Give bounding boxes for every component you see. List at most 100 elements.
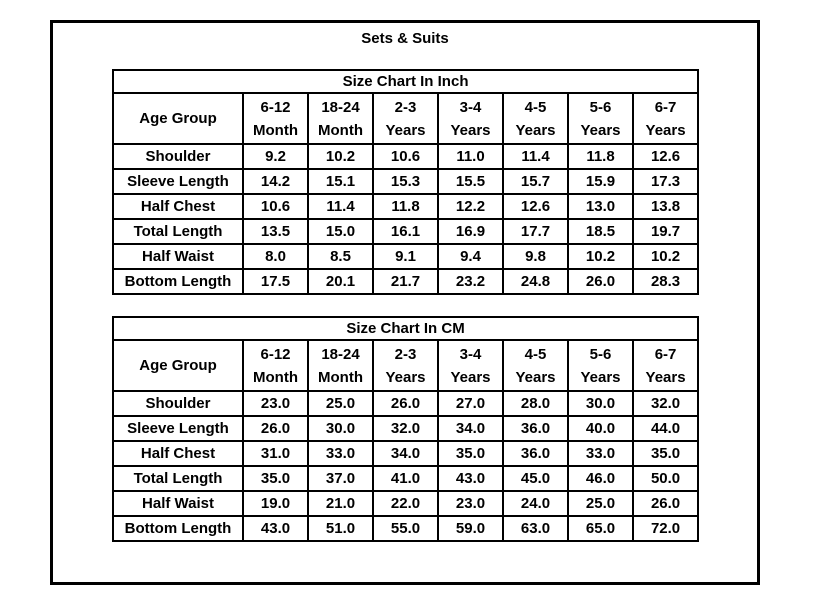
page-title: Sets & Suits <box>361 30 449 47</box>
table-row: Bottom Length 43.0 51.0 55.0 59.0 63.0 65.0 72.… <box>112 515 700 542</box>
table-cell: 37.0 <box>307 465 374 492</box>
table-cell: 32.0 <box>372 415 439 442</box>
table-row: Half Chest 10.6 11.4 11.8 12.2 12.6 13.0 13.8 <box>112 193 700 220</box>
table-cell: 34.0 <box>437 415 504 442</box>
table-cell: 45.0 <box>502 465 569 492</box>
table-row: Total Length 13.5 15.0 16.1 16.9 17.7 18.5 19.7 <box>112 218 700 245</box>
table-cell: 21.0 <box>307 490 374 517</box>
column-header-range: 5-6 <box>589 345 612 363</box>
table-cell: 25.0 <box>307 390 374 417</box>
column-header-range: 6-12 <box>260 98 291 116</box>
table-cell: 8.5 <box>307 243 374 270</box>
table-cell: 59.0 <box>437 515 504 542</box>
table-cell: 13.5 <box>242 218 309 245</box>
row-label: Half Chest <box>112 193 244 220</box>
table-row: Bottom Length 17.5 20.1 21.7 23.2 24.8 26.0 28.… <box>112 268 700 295</box>
table-cell: 24.8 <box>502 268 569 295</box>
column-header: 3-4 Years <box>437 339 504 392</box>
row-label: Half Chest <box>112 440 244 467</box>
table-cell: 22.0 <box>372 490 439 517</box>
table-cell: 51.0 <box>307 515 374 542</box>
column-header-unit: Years <box>580 121 621 139</box>
column-header-unit: Month <box>318 121 363 139</box>
table-cell: 10.2 <box>307 143 374 170</box>
column-header-unit: Years <box>385 121 426 139</box>
column-header-range: 2-3 <box>394 98 417 116</box>
table-cell: 41.0 <box>372 465 439 492</box>
table-row: Total Length 35.0 37.0 41.0 43.0 45.0 46.0 50.0 <box>112 465 700 492</box>
column-header: 18-24 Month <box>307 339 374 392</box>
table-cell: 26.0 <box>567 268 634 295</box>
column-header-unit: Years <box>450 368 491 386</box>
column-header: 6-12 Month <box>242 92 309 145</box>
table-cell: 40.0 <box>567 415 634 442</box>
table-cell: 12.2 <box>437 193 504 220</box>
table-cell: 35.0 <box>437 440 504 467</box>
table-cell: 28.0 <box>502 390 569 417</box>
column-header-range: 6-12 <box>260 345 291 363</box>
table-cell: 11.4 <box>502 143 569 170</box>
table-cell: 9.8 <box>502 243 569 270</box>
table-cell: 30.0 <box>307 415 374 442</box>
table-cell: 18.5 <box>567 218 634 245</box>
table-cell: 36.0 <box>502 415 569 442</box>
column-header-unit: Years <box>645 121 686 139</box>
table-cell: 25.0 <box>567 490 634 517</box>
table-cell: 12.6 <box>502 193 569 220</box>
table-cell: 33.0 <box>307 440 374 467</box>
table-cell: 9.4 <box>437 243 504 270</box>
table-cell: 15.7 <box>502 168 569 195</box>
table-title: Size Chart In CM <box>111 316 700 341</box>
column-header-unit: Years <box>385 368 426 386</box>
table-cell: 23.0 <box>242 390 309 417</box>
table-cell: 20.1 <box>307 268 374 295</box>
table-cell: 23.2 <box>437 268 504 295</box>
column-header: 4-5 Years <box>502 339 569 392</box>
column-header-range: 6-7 <box>654 345 677 363</box>
table-cell: 8.0 <box>242 243 309 270</box>
row-label: Bottom Length <box>112 515 244 542</box>
table-cell: 11.0 <box>437 143 504 170</box>
column-header: 3-4 Years <box>437 92 504 145</box>
column-header-unit: Years <box>515 368 556 386</box>
table-cell: 31.0 <box>242 440 309 467</box>
table-cell: 17.5 <box>242 268 309 295</box>
table-cell: 26.0 <box>631 490 700 517</box>
table-cell: 17.7 <box>502 218 569 245</box>
column-header: 2-3 Years <box>372 92 439 145</box>
table-cell: 15.9 <box>567 168 634 195</box>
table-cell: 10.6 <box>372 143 439 170</box>
table-cell: 24.0 <box>502 490 569 517</box>
table-title-row: Size Chart In CM <box>111 316 700 341</box>
table-cell: 35.0 <box>631 440 700 467</box>
column-header-range: 3-4 <box>459 98 482 116</box>
table-cell: 15.3 <box>372 168 439 195</box>
table-cell: 28.3 <box>631 268 700 295</box>
column-header: 5-6 Years <box>567 92 634 145</box>
row-label: Half Waist <box>112 243 244 270</box>
table-title-row: Size Chart In Inch <box>111 69 700 94</box>
table-row: Shoulder 23.0 25.0 26.0 27.0 28.0 30.0 32.0 <box>112 390 700 417</box>
table-cell: 50.0 <box>631 465 700 492</box>
table-cell: 9.1 <box>372 243 439 270</box>
table-cell: 19.7 <box>631 218 700 245</box>
outer-frame: Sets & Suits Size Chart In Inch Age Group… <box>50 20 760 585</box>
column-header-age-group: Age Group <box>112 92 244 145</box>
column-header: 6-7 Years <box>631 92 700 145</box>
table-cell: 16.1 <box>372 218 439 245</box>
size-chart-cm-table: Size Chart In CM Age Group 6-12 Month 18-24 M… <box>111 316 700 542</box>
table-cell: 10.2 <box>631 243 700 270</box>
table-cell: 9.2 <box>242 143 309 170</box>
column-header-range: 2-3 <box>394 345 417 363</box>
column-header-range: 4-5 <box>524 98 547 116</box>
table-cell: 34.0 <box>372 440 439 467</box>
column-header: 6-7 Years <box>631 339 700 392</box>
table-cell: 10.2 <box>567 243 634 270</box>
row-label: Sleeve Length <box>112 168 244 195</box>
table-row: Half Waist 19.0 21.0 22.0 23.0 24.0 25.0 26.0 <box>112 490 700 517</box>
table-cell: 33.0 <box>567 440 634 467</box>
column-header-unit: Years <box>450 121 491 139</box>
table-cell: 11.8 <box>567 143 634 170</box>
table-cell: 32.0 <box>631 390 700 417</box>
table-cell: 19.0 <box>242 490 309 517</box>
